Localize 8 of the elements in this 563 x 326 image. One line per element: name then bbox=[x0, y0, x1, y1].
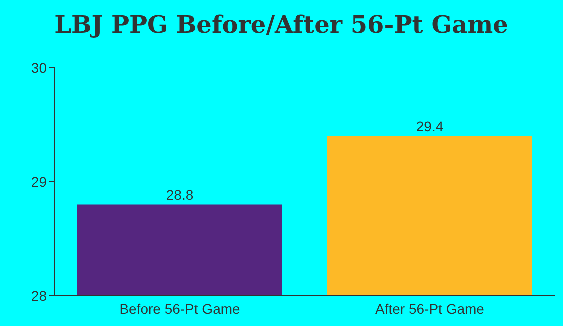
x-tick-label: Before 56-Pt Game bbox=[120, 300, 241, 317]
data-label: 28.8 bbox=[166, 186, 194, 203]
y-tick-label: 29 bbox=[31, 174, 48, 190]
chart-title: LBJ PPG Before/After 56-Pt Game bbox=[54, 10, 510, 39]
y-tick-label: 28 bbox=[31, 288, 48, 304]
data-label: 29.4 bbox=[416, 118, 444, 134]
y-tick-label: 30 bbox=[31, 60, 48, 76]
x-tick-label: After 56-Pt Game bbox=[376, 300, 485, 317]
